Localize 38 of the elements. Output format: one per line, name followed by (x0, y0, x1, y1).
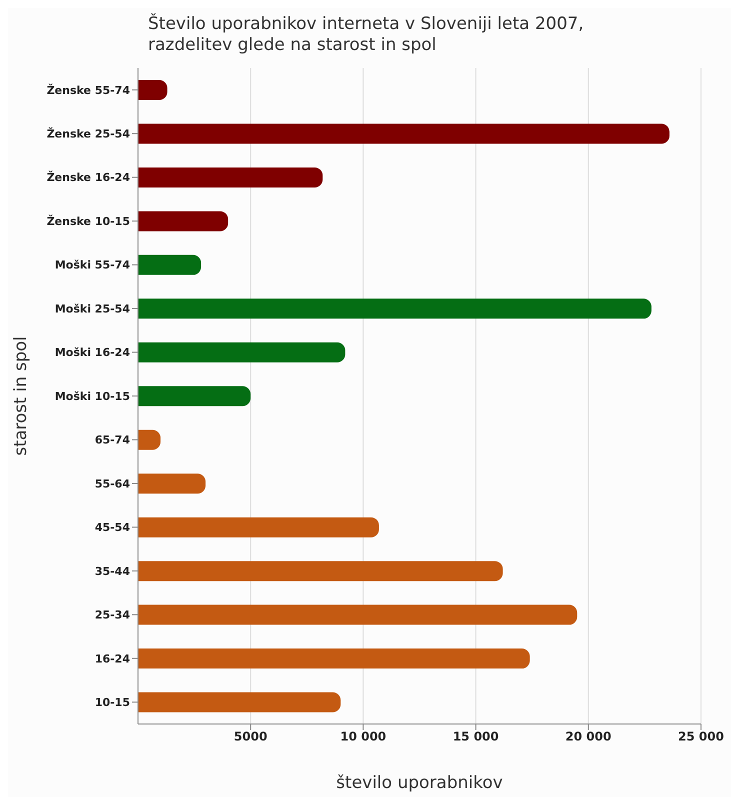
bar (138, 254, 202, 275)
y-tick-label: Ženske 16-24 (46, 170, 130, 184)
bar (138, 561, 503, 582)
bar (138, 517, 379, 538)
bar (138, 692, 341, 712)
bar (138, 211, 228, 232)
bar (138, 124, 670, 144)
y-tick-label: Ženske 25-54 (46, 126, 130, 141)
bar (138, 167, 323, 188)
bar (138, 648, 530, 669)
bar (138, 386, 251, 406)
y-tick-label: Moški 10-15 (54, 390, 130, 403)
y-tick-label: Ženske 10-15 (46, 214, 130, 228)
y-tick-label: Moški 16-24 (54, 346, 130, 360)
x-tick-label: 10 000 (340, 730, 386, 744)
y-tick-label: 16-24 (94, 652, 130, 666)
bar (138, 474, 206, 494)
y-tick-label: 65-74 (94, 434, 130, 447)
bar (138, 80, 168, 100)
y-tick-label: Moški 55-74 (54, 258, 130, 272)
y-tick-label: 10-15 (94, 696, 130, 710)
y-tick-label: Ženske 55-74 (46, 82, 130, 97)
bar (138, 342, 346, 362)
y-tick-label: Moški 25-54 (54, 302, 130, 316)
x-tick-label: 25 000 (678, 730, 724, 744)
bar (138, 604, 578, 625)
x-tick-label: 20 000 (565, 730, 612, 744)
y-tick-label: 55-64 (94, 477, 130, 490)
y-tick-label: 25-34 (94, 608, 130, 622)
bar (138, 298, 652, 319)
bar (138, 430, 161, 450)
y-axis-title: starost in spol (11, 336, 32, 456)
x-tick-label: 15 000 (452, 730, 499, 744)
y-tick-label: 45-54 (94, 521, 130, 534)
y-tick-label: 35-44 (94, 564, 130, 578)
x-tick-label: 5000 (234, 730, 268, 744)
chart-title: Število uporabnikov interneta v Sloveniji leta 2007, razdelitev glede na starost in spol (147, 12, 585, 57)
x-axis-title: število uporabnikov (336, 773, 503, 793)
